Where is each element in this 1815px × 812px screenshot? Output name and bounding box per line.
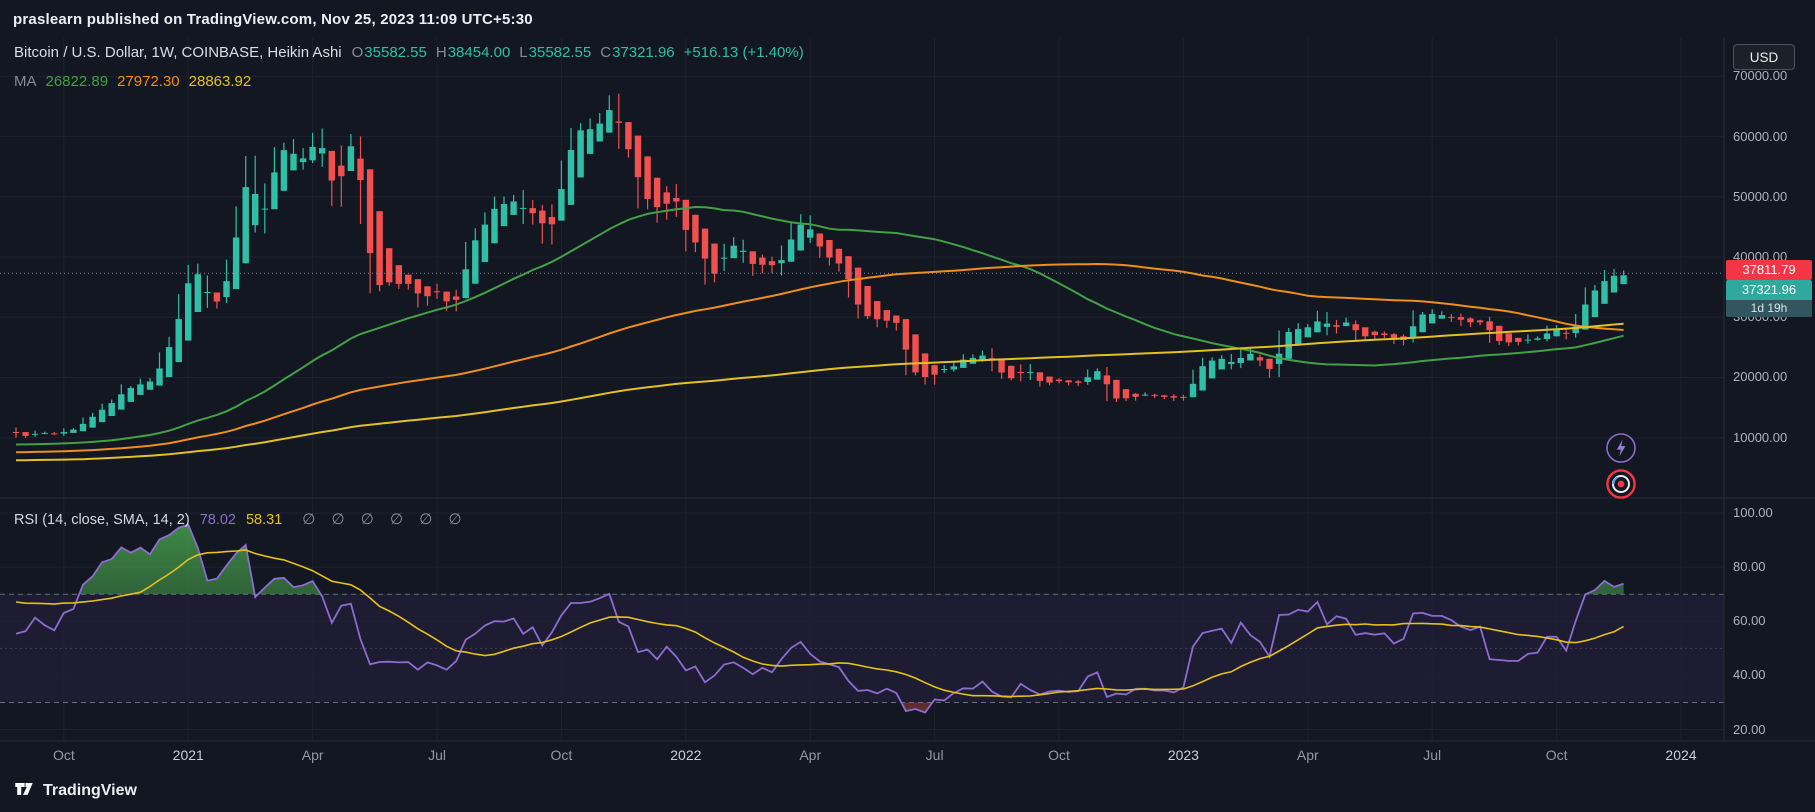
rsi-value: 78.02: [199, 512, 236, 528]
tradingview-logo-icon: [13, 777, 35, 804]
rsi-tick-label: 80.00: [1733, 559, 1766, 575]
target-icon[interactable]: [1605, 468, 1637, 500]
ohlc-close-value: 37321.96: [612, 44, 675, 61]
time-tick-label: 2023: [1167, 747, 1199, 763]
ma-value-1: 26822.89: [45, 73, 109, 90]
time-tick-label: Apr: [1296, 747, 1319, 763]
secondary-price-badge: 37811.79: [1726, 260, 1812, 280]
time-tick-label: Apr: [301, 747, 324, 763]
tradingview-brand-text: TradingView: [43, 781, 137, 799]
ohlc-low-label: L: [519, 44, 528, 61]
lightning-icon[interactable]: [1605, 432, 1637, 464]
time-tick-label: 2024: [1665, 747, 1697, 763]
rsi-legend[interactable]: RSI (14, close, SMA, 14, 2) 78.02 58.31 …: [14, 510, 468, 528]
change-value: +516.13 (+1.40%): [683, 44, 804, 61]
time-tick-label: 2022: [670, 747, 702, 763]
time-tick-label: Apr: [799, 747, 822, 763]
rsi-tick-label: 40.00: [1733, 667, 1766, 683]
time-tick-label: Oct: [1048, 747, 1070, 763]
price-tick-label: 10000.00: [1733, 429, 1788, 445]
ohlc-high-value: 38454.00: [447, 44, 511, 61]
tradingview-home-link[interactable]: TradingView: [13, 777, 137, 804]
symbol-title: Bitcoin / U.S. Dollar, 1W, COINBASE, Hei…: [14, 44, 342, 61]
last-price-badge: 37321.96 1d 19h: [1726, 280, 1812, 317]
ma-legend[interactable]: MA 26822.89 27972.30 28863.92: [14, 73, 251, 90]
time-tick-label: 2021: [172, 747, 204, 763]
rsi-empty-values: ∅ ∅ ∅ ∅ ∅ ∅: [302, 511, 468, 528]
ohlc-high-label: H: [435, 44, 447, 61]
rsi-tick-label: 100.00: [1733, 505, 1773, 520]
price-tick-label: 50000.00: [1733, 188, 1788, 204]
ohlc-open-value: 35582.55: [364, 44, 427, 61]
ma-label: MA: [14, 73, 37, 90]
symbol-legend[interactable]: Bitcoin / U.S. Dollar, 1W, COINBASE, Hei…: [14, 44, 804, 61]
rsi-tick-label: 60.00: [1733, 613, 1766, 629]
time-tick-label: Jul: [428, 747, 446, 763]
rsi-period-label: RSI (14, close, SMA, 14, 2): [14, 512, 190, 528]
ohlc-values: O35582.55 H38454.00 L35582.55 C37321.96 …: [352, 44, 804, 61]
publication-banner: praslearn published on TradingView.com, …: [0, 0, 1815, 38]
bar-countdown: 1d 19h: [1726, 300, 1812, 317]
time-tick-label: Jul: [925, 747, 944, 763]
attribution-text: praslearn published on TradingView.com, …: [13, 10, 533, 28]
time-tick-label: Jul: [1423, 747, 1442, 763]
currency-toggle-usd[interactable]: USD: [1733, 44, 1795, 70]
secondary-price-value: 37811.79: [1742, 262, 1796, 277]
ma-value-2: 27972.30: [117, 73, 180, 90]
rsi-ma-value: 58.31: [245, 512, 283, 528]
time-tick-label: Oct: [52, 747, 75, 763]
rsi-tick-label: 20.00: [1733, 721, 1766, 737]
price-tick-label: 70000.00: [1733, 68, 1788, 84]
time-axis[interactable]: Oct 2021 Apr Jul Oct 2022 Apr Jul Oct 2023 Apr Jul O…: [0, 741, 1724, 770]
price-tick-label: 60000.00: [1733, 128, 1788, 144]
last-price-value: 37321.96: [1726, 280, 1812, 300]
time-tick-label: Oct: [1545, 747, 1568, 763]
ma-value-3: 28863.92: [188, 73, 252, 90]
time-tick-label: Oct: [550, 747, 573, 763]
ohlc-close-label: C: [600, 44, 612, 61]
quick-action-icons: [1605, 432, 1637, 500]
ohlc-low-value: 35582.55: [528, 44, 592, 61]
price-tick-label: 20000.00: [1733, 369, 1788, 385]
price-axis[interactable]: 70000.0060000.0050000.0040000.0030000.00…: [1724, 38, 1815, 741]
ohlc-open-label: O: [351, 44, 364, 61]
